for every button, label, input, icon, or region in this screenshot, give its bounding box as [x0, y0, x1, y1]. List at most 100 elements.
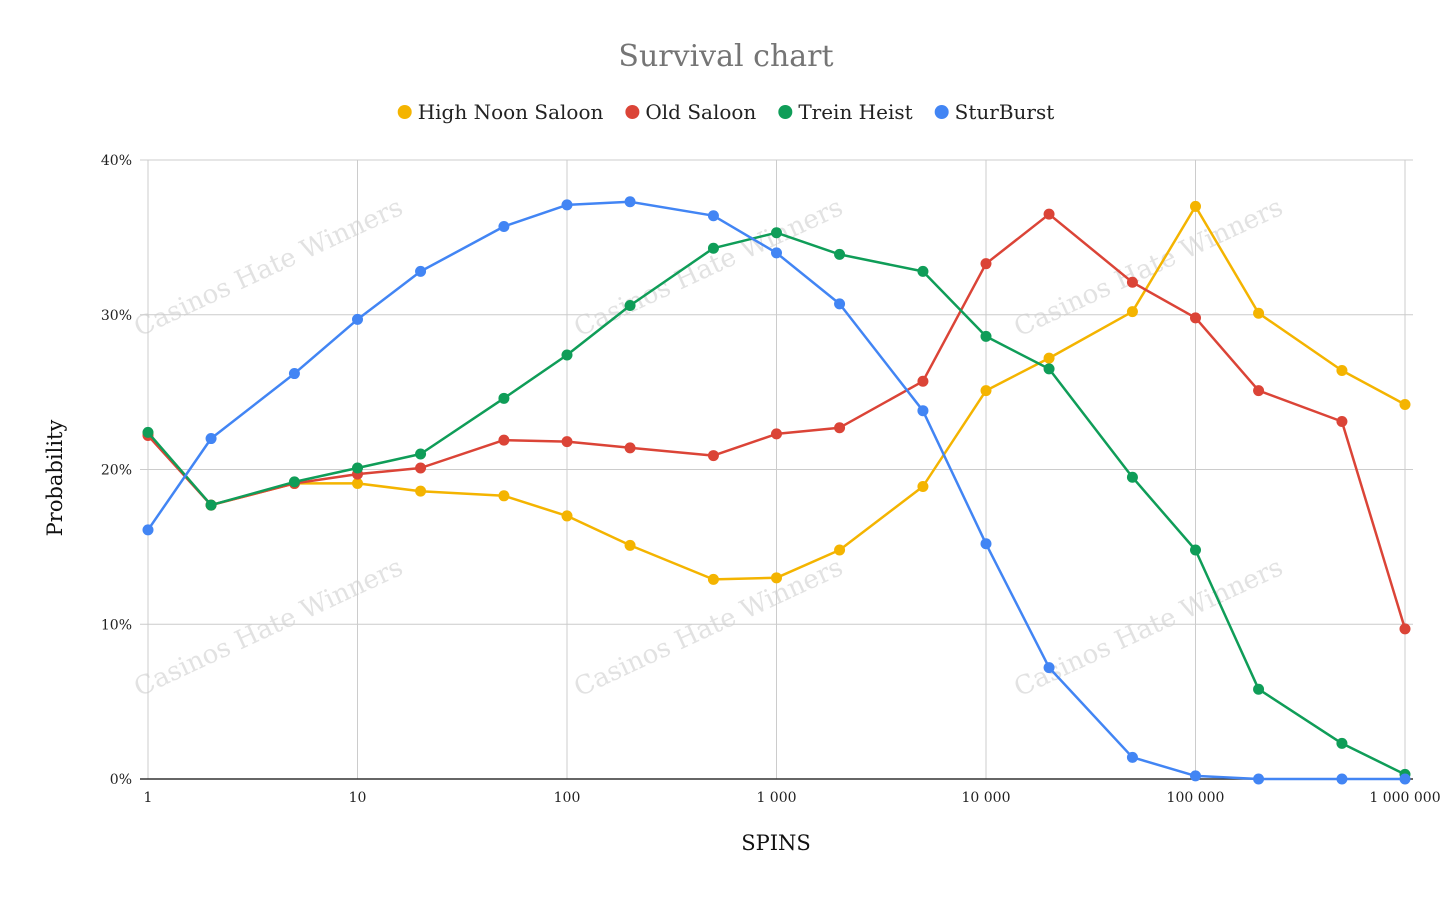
- x-tick-label: 1: [144, 790, 153, 806]
- legend-item: High Noon Saloon: [397, 100, 604, 124]
- data-point: [834, 544, 846, 556]
- data-point: [415, 485, 427, 497]
- data-point: [834, 298, 846, 310]
- data-point: [205, 433, 217, 445]
- data-point: [1336, 737, 1348, 749]
- data-point: [707, 573, 719, 585]
- gridlines: [140, 159, 1413, 780]
- data-point: [1190, 770, 1201, 782]
- y-tick-label: 30%: [101, 308, 132, 324]
- data-point: [771, 428, 782, 440]
- data-point: [1399, 773, 1411, 785]
- legend-swatch: [625, 105, 640, 119]
- series-layer: [142, 196, 1411, 785]
- data-point: [917, 375, 929, 387]
- x-tick-label: 1 000: [756, 790, 796, 806]
- x-axis-ticks: 1 10 100 1 000 10 000 100 000 1 000 000: [144, 790, 1441, 806]
- data-point: [707, 450, 719, 462]
- data-point: [917, 265, 929, 277]
- data-point: [1190, 200, 1201, 212]
- data-point: [1253, 307, 1265, 319]
- legend-swatch: [778, 105, 793, 119]
- data-point: [980, 538, 992, 550]
- legend: High Noon Saloon Old Saloon Trein Heist Stu…: [397, 100, 1055, 124]
- watermark-text: Casinos Hate Winners: [1010, 552, 1288, 703]
- data-point: [917, 481, 929, 493]
- data-point: [415, 265, 427, 277]
- y-tick-label: 0%: [110, 772, 132, 788]
- series-group: [142, 196, 1411, 785]
- series-group: [142, 227, 1411, 780]
- data-point: [1126, 306, 1138, 318]
- data-point: [1126, 471, 1138, 483]
- x-tick-label: 100: [554, 790, 581, 806]
- legend-item: SturBurst: [934, 100, 1055, 124]
- data-point: [498, 392, 510, 404]
- data-point: [352, 313, 363, 325]
- watermark-text: Casinos Hate Winners: [570, 552, 848, 703]
- data-point: [980, 330, 992, 342]
- data-point: [142, 426, 154, 438]
- data-point: [498, 221, 510, 233]
- data-point: [771, 227, 782, 239]
- data-point: [624, 299, 636, 311]
- data-point: [1043, 208, 1055, 220]
- data-point: [1043, 352, 1055, 364]
- data-point: [288, 368, 300, 380]
- data-point: [980, 258, 992, 270]
- data-point: [1399, 399, 1411, 411]
- data-point: [1253, 773, 1265, 785]
- data-point: [1336, 773, 1348, 785]
- chart-title: Survival chart: [618, 39, 833, 74]
- data-point: [352, 462, 363, 474]
- legend-label: Old Saloon: [645, 100, 756, 124]
- series-group: [142, 208, 1411, 635]
- data-point: [1253, 385, 1265, 397]
- x-tick-label: 10: [349, 790, 367, 806]
- legend-item: Old Saloon: [625, 100, 756, 124]
- data-point: [1126, 751, 1138, 763]
- data-point: [561, 510, 573, 522]
- data-point: [1043, 662, 1055, 674]
- data-point: [352, 477, 363, 489]
- data-point: [561, 436, 573, 448]
- x-axis-title: SPINS: [741, 831, 811, 855]
- x-tick-label: 1 000 000: [1369, 790, 1440, 806]
- y-tick-label: 40%: [101, 153, 132, 169]
- data-point: [1253, 683, 1265, 695]
- data-point: [1126, 276, 1138, 288]
- data-point: [771, 572, 782, 584]
- legend-item: Trein Heist: [778, 100, 913, 124]
- legend-swatch: [934, 105, 949, 119]
- data-point: [205, 499, 217, 511]
- data-point: [771, 247, 782, 259]
- data-point: [834, 248, 846, 260]
- y-axis-title: Probability: [43, 420, 67, 537]
- data-point: [917, 405, 929, 417]
- data-point: [624, 539, 636, 551]
- legend-swatch: [397, 105, 412, 119]
- y-tick-label: 20%: [101, 463, 132, 479]
- legend-label: Trein Heist: [798, 100, 912, 124]
- legend-label: High Noon Saloon: [418, 100, 604, 124]
- data-point: [498, 434, 510, 446]
- data-point: [834, 422, 846, 434]
- data-point: [624, 196, 636, 208]
- data-point: [288, 476, 300, 488]
- data-point: [707, 210, 719, 222]
- watermark-layer: Casinos Hate Winners Casinos Hate Winners…: [130, 192, 1288, 703]
- data-point: [1336, 364, 1348, 376]
- data-point: [415, 448, 427, 460]
- x-tick-label: 10 000: [962, 790, 1011, 806]
- data-point: [561, 199, 573, 211]
- data-point: [1043, 363, 1055, 375]
- data-point: [1336, 416, 1348, 428]
- data-point: [1190, 544, 1201, 556]
- data-point: [1190, 312, 1201, 324]
- y-tick-label: 10%: [101, 617, 132, 633]
- data-point: [561, 349, 573, 361]
- watermark-text: Casinos Hate Winners: [130, 192, 408, 343]
- data-point: [498, 490, 510, 502]
- legend-label: SturBurst: [955, 100, 1055, 124]
